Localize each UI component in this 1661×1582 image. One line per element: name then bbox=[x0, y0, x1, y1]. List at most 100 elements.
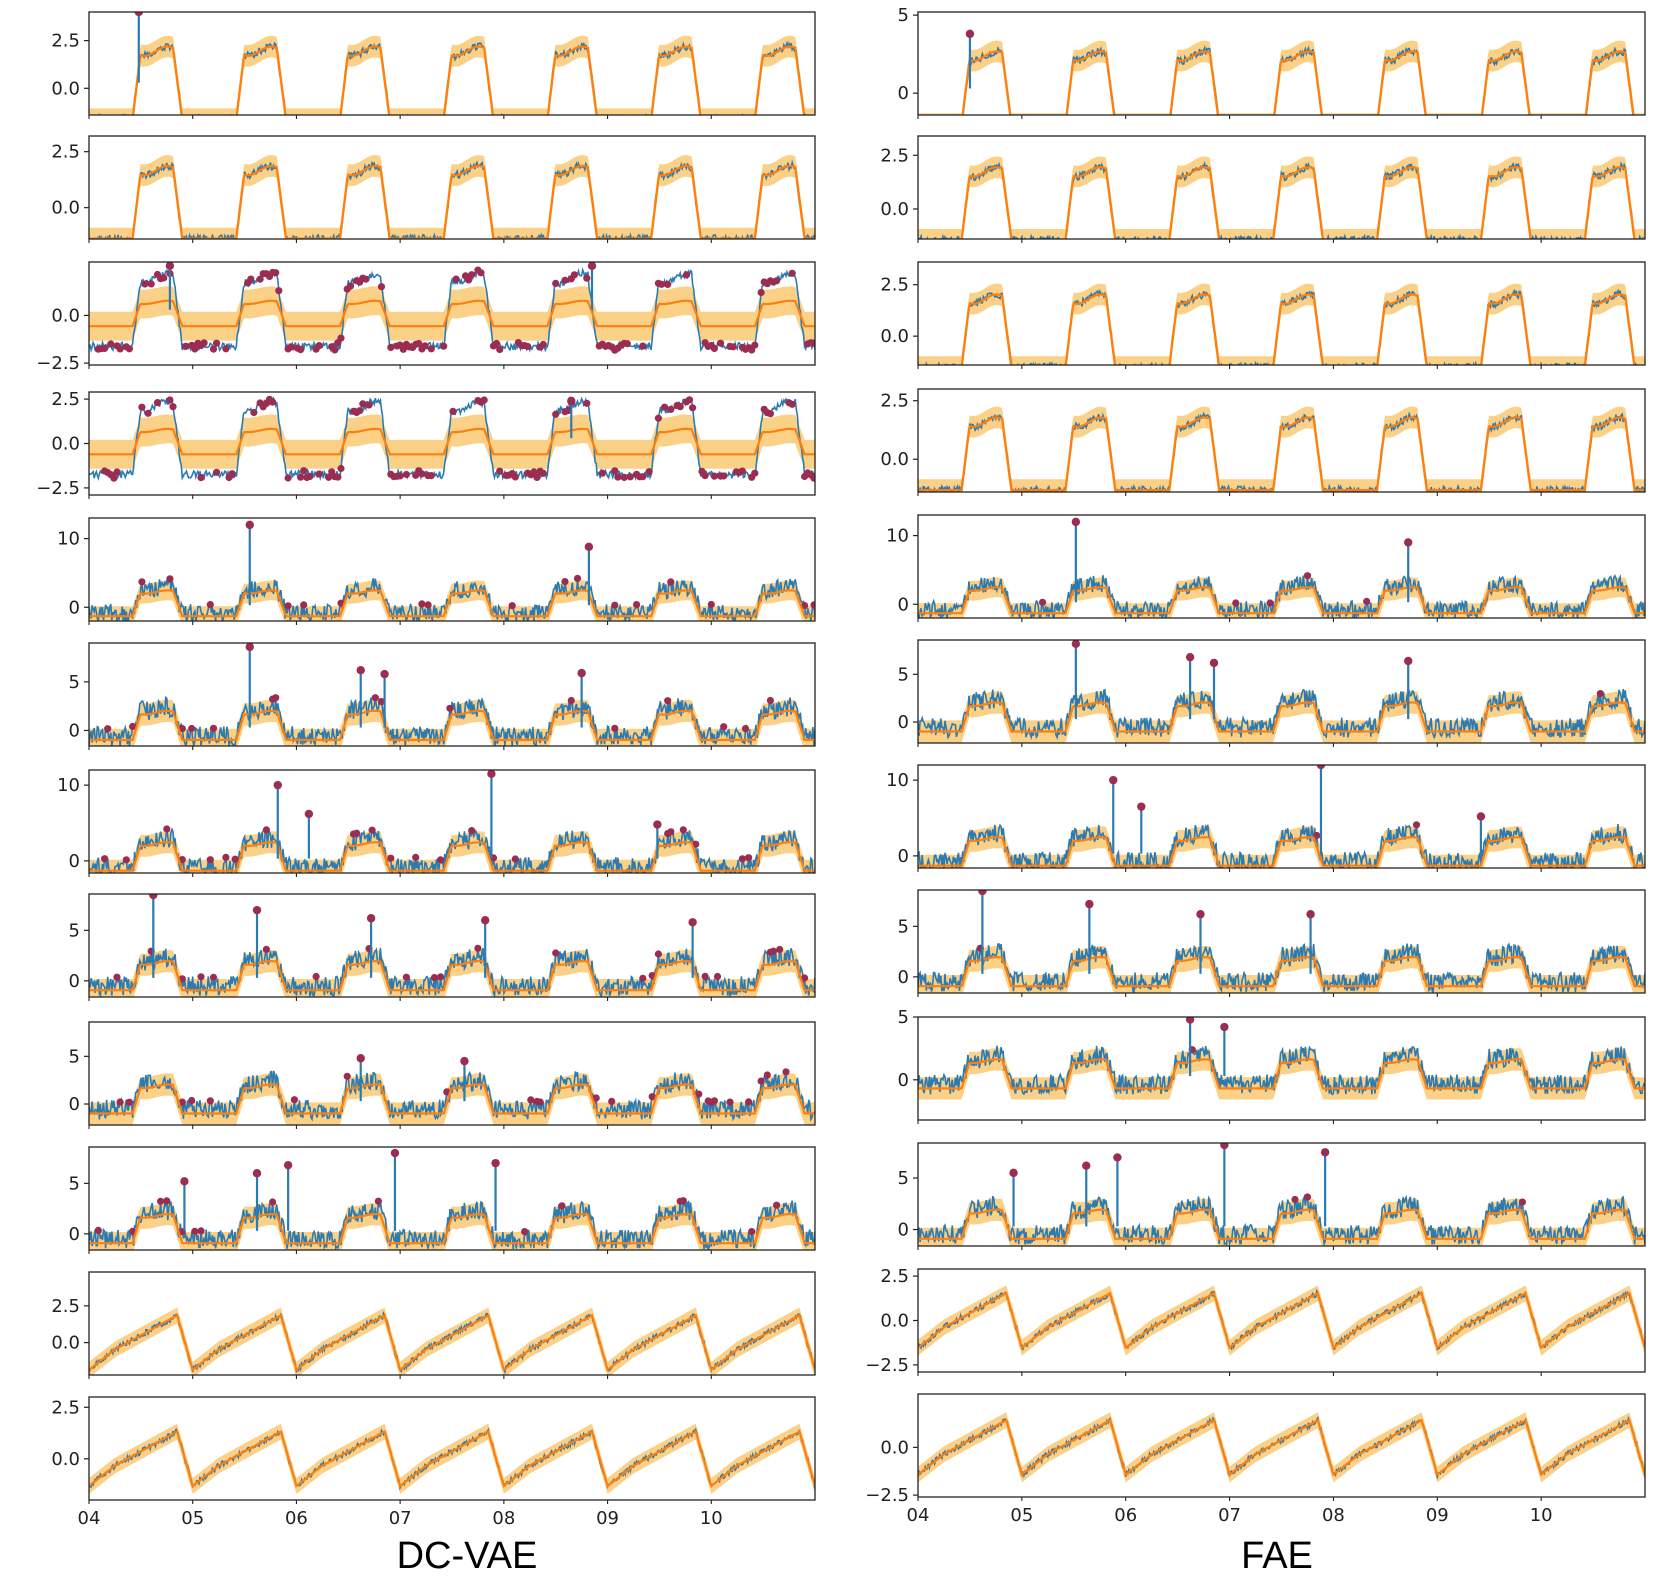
subplot-7: 0 10 bbox=[886, 764, 1646, 872]
prediction-line bbox=[89, 299, 815, 328]
anomaly-point bbox=[424, 601, 432, 609]
confidence-band bbox=[89, 35, 815, 115]
anomaly-point bbox=[250, 408, 258, 417]
x-tick-label: 08 bbox=[1322, 1505, 1345, 1526]
signal-line bbox=[918, 823, 1645, 868]
confidence-band bbox=[918, 156, 1645, 239]
anomaly-point bbox=[766, 410, 775, 418]
anomaly-point bbox=[1303, 572, 1312, 580]
plot-area bbox=[89, 395, 815, 482]
y-tick-label: 0 bbox=[69, 1224, 80, 1245]
axes-frame bbox=[88, 135, 816, 240]
y-tick-label: 10 bbox=[57, 529, 80, 550]
anomaly-point bbox=[738, 467, 747, 475]
anomaly-point bbox=[418, 600, 426, 608]
spike-anomaly-point bbox=[460, 1056, 469, 1066]
plot-area bbox=[918, 406, 1645, 492]
anomaly-point bbox=[163, 825, 171, 833]
spike-anomaly-point bbox=[1220, 1143, 1229, 1150]
anomaly-point bbox=[359, 400, 367, 408]
y-tick-label: 0.0 bbox=[51, 78, 80, 99]
prediction-line bbox=[960, 293, 1636, 365]
plot-area bbox=[918, 1017, 1645, 1100]
axes-frame bbox=[88, 11, 816, 116]
y-tick-label: 0.0 bbox=[880, 1311, 909, 1332]
y-tick-label: −2.5 bbox=[865, 1355, 909, 1376]
axes-frame bbox=[917, 514, 1646, 619]
spike-anomaly-point bbox=[1082, 1161, 1091, 1170]
prediction-line bbox=[961, 50, 1635, 115]
anomaly-point bbox=[682, 271, 691, 279]
x-tick-label: 04 bbox=[907, 1505, 930, 1526]
anomaly-point bbox=[402, 973, 410, 981]
anomaly-point bbox=[374, 1197, 382, 1205]
anomaly-point bbox=[337, 464, 345, 473]
anomaly-point bbox=[1412, 821, 1421, 829]
anomaly-point bbox=[598, 469, 607, 477]
anomaly-point bbox=[465, 276, 473, 284]
anomaly-point bbox=[468, 827, 476, 835]
axes-frame bbox=[917, 1142, 1646, 1247]
anomaly-point bbox=[773, 277, 781, 285]
plot-area bbox=[89, 12, 815, 115]
y-tick-label: 0.0 bbox=[51, 434, 80, 455]
anomaly-point bbox=[539, 469, 547, 477]
y-tick-label: 10 bbox=[886, 526, 909, 547]
anomaly-point bbox=[757, 288, 765, 297]
anomaly-point bbox=[387, 343, 395, 351]
anomaly-point bbox=[530, 468, 538, 476]
anomaly-point bbox=[222, 853, 230, 862]
y-tick-label: 0.0 bbox=[51, 1449, 80, 1470]
axes-frame bbox=[88, 769, 816, 874]
subplot-1: 05 bbox=[898, 5, 1646, 119]
anomaly-point bbox=[178, 1098, 186, 1106]
anomaly-markers bbox=[1291, 1193, 1526, 1206]
anomaly-point bbox=[129, 722, 137, 731]
confidence-band bbox=[89, 1307, 815, 1375]
anomaly-point bbox=[810, 339, 815, 347]
anomaly-point bbox=[527, 1096, 535, 1104]
anomaly-point bbox=[440, 342, 448, 350]
anomaly-point bbox=[748, 1228, 756, 1236]
axes-frame bbox=[88, 642, 816, 747]
spike-anomaly-point bbox=[1404, 656, 1413, 666]
fae-panel: 050.02.50.02.50.02.501005010050505−2.50.… bbox=[865, 5, 1646, 1526]
anomaly-point bbox=[511, 855, 519, 863]
anomaly-markers bbox=[94, 266, 815, 354]
anomaly-point bbox=[1039, 598, 1047, 606]
x-tick-label: 10 bbox=[700, 1508, 723, 1529]
anomaly-point bbox=[639, 342, 647, 350]
axes-frame bbox=[917, 639, 1646, 744]
x-axis-labels: 04 05 06 07 08 09 10 bbox=[78, 1508, 723, 1529]
anomaly-point bbox=[611, 601, 619, 609]
anomaly-point bbox=[191, 1227, 199, 1235]
y-tick-label: 5 bbox=[69, 920, 80, 941]
spike-anomaly-point bbox=[149, 894, 158, 900]
anomaly-point bbox=[153, 399, 162, 407]
anomaly-point bbox=[664, 280, 672, 288]
anomaly-point bbox=[573, 574, 582, 583]
anomaly-point bbox=[331, 346, 339, 354]
spike-anomaly-point bbox=[1476, 812, 1486, 821]
y-tick-label: 5 bbox=[69, 1046, 80, 1067]
anomaly-point bbox=[1596, 690, 1604, 698]
anomaly-point bbox=[493, 339, 501, 348]
anomaly-point bbox=[654, 950, 663, 958]
spike-anomaly-point bbox=[304, 809, 314, 819]
confidence-band bbox=[918, 406, 1645, 492]
prediction-line bbox=[89, 589, 815, 618]
subplot-8: 05 bbox=[69, 893, 816, 1001]
anomaly-point bbox=[1518, 1198, 1526, 1206]
signal-line bbox=[918, 942, 1645, 993]
anomaly-point bbox=[160, 274, 168, 282]
anomaly-point bbox=[188, 724, 196, 733]
anomaly-point bbox=[679, 1197, 687, 1205]
anomaly-point bbox=[788, 400, 796, 408]
anomaly-point bbox=[300, 601, 308, 609]
y-tick-label: 0 bbox=[898, 1220, 909, 1241]
plot-area bbox=[918, 283, 1645, 365]
anomaly-point bbox=[110, 474, 118, 482]
anomaly-point bbox=[209, 724, 218, 732]
anomaly-point bbox=[191, 345, 199, 353]
fae-caption: FAE bbox=[1241, 1535, 1313, 1577]
